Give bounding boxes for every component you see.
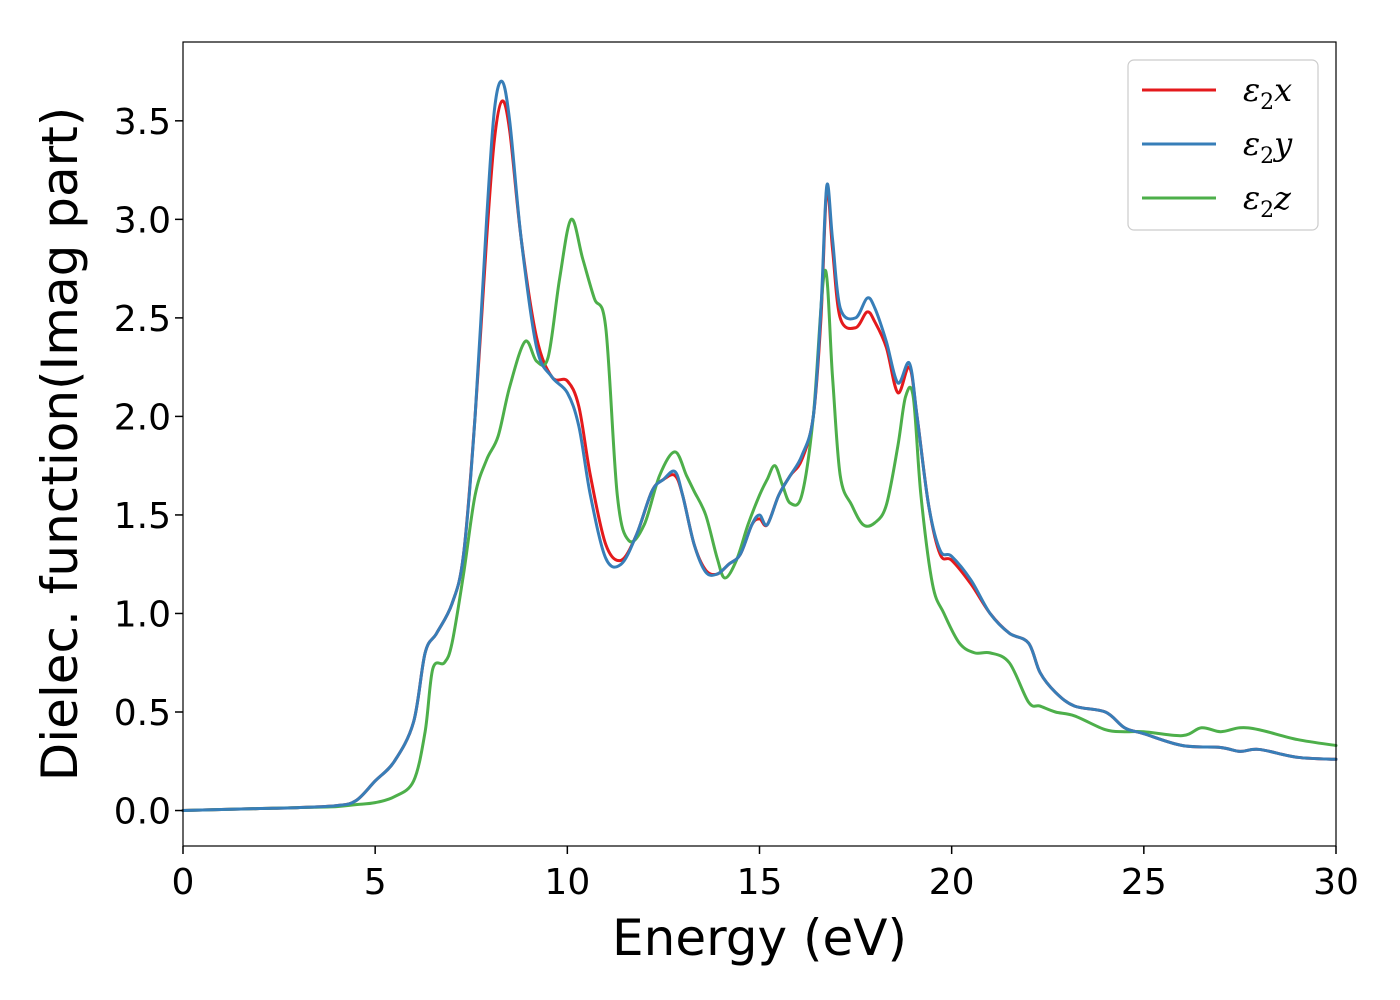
x-tick-label: 20 xyxy=(929,862,975,903)
y-tick-label: 3.5 xyxy=(114,102,171,143)
legend-label-x: ε2x xyxy=(1243,71,1292,115)
y-tick-label: 1.5 xyxy=(114,496,171,537)
series-line-y xyxy=(181,79,1338,813)
ticks-layer: 0 5 10 15 20 25 30 0.0 0.5 1.0 1.5 2.0 2.5 3.0 3.5 xyxy=(114,102,1359,903)
x-tick-label: 5 xyxy=(364,862,387,903)
x-tick-label: 30 xyxy=(1313,862,1359,903)
legend: ε2x ε2y ε2z xyxy=(1127,59,1319,231)
series-layer xyxy=(181,79,1338,813)
y-tick-label: 0.0 xyxy=(114,792,171,833)
legend-label-z: ε2z xyxy=(1243,179,1292,223)
x-axis-title: Energy (eV) xyxy=(612,909,907,967)
legend-label-y: ε2y xyxy=(1243,125,1293,169)
x-tick-label: 10 xyxy=(544,862,590,903)
x-tick-label: 25 xyxy=(1121,862,1167,903)
y-tick-label: 1.0 xyxy=(114,594,171,635)
y-tick-label: 3.0 xyxy=(114,200,171,241)
y-tick-label: 2.0 xyxy=(114,397,171,438)
x-tick-label: 15 xyxy=(737,862,783,903)
x-tick-label: 0 xyxy=(172,862,195,903)
series-line-z xyxy=(181,217,1338,813)
legend-box xyxy=(1127,59,1319,231)
y-tick-label: 0.5 xyxy=(114,693,171,734)
y-axis-title: Dielec. function(Imag part) xyxy=(31,107,89,782)
y-tick-label: 2.5 xyxy=(114,299,171,340)
